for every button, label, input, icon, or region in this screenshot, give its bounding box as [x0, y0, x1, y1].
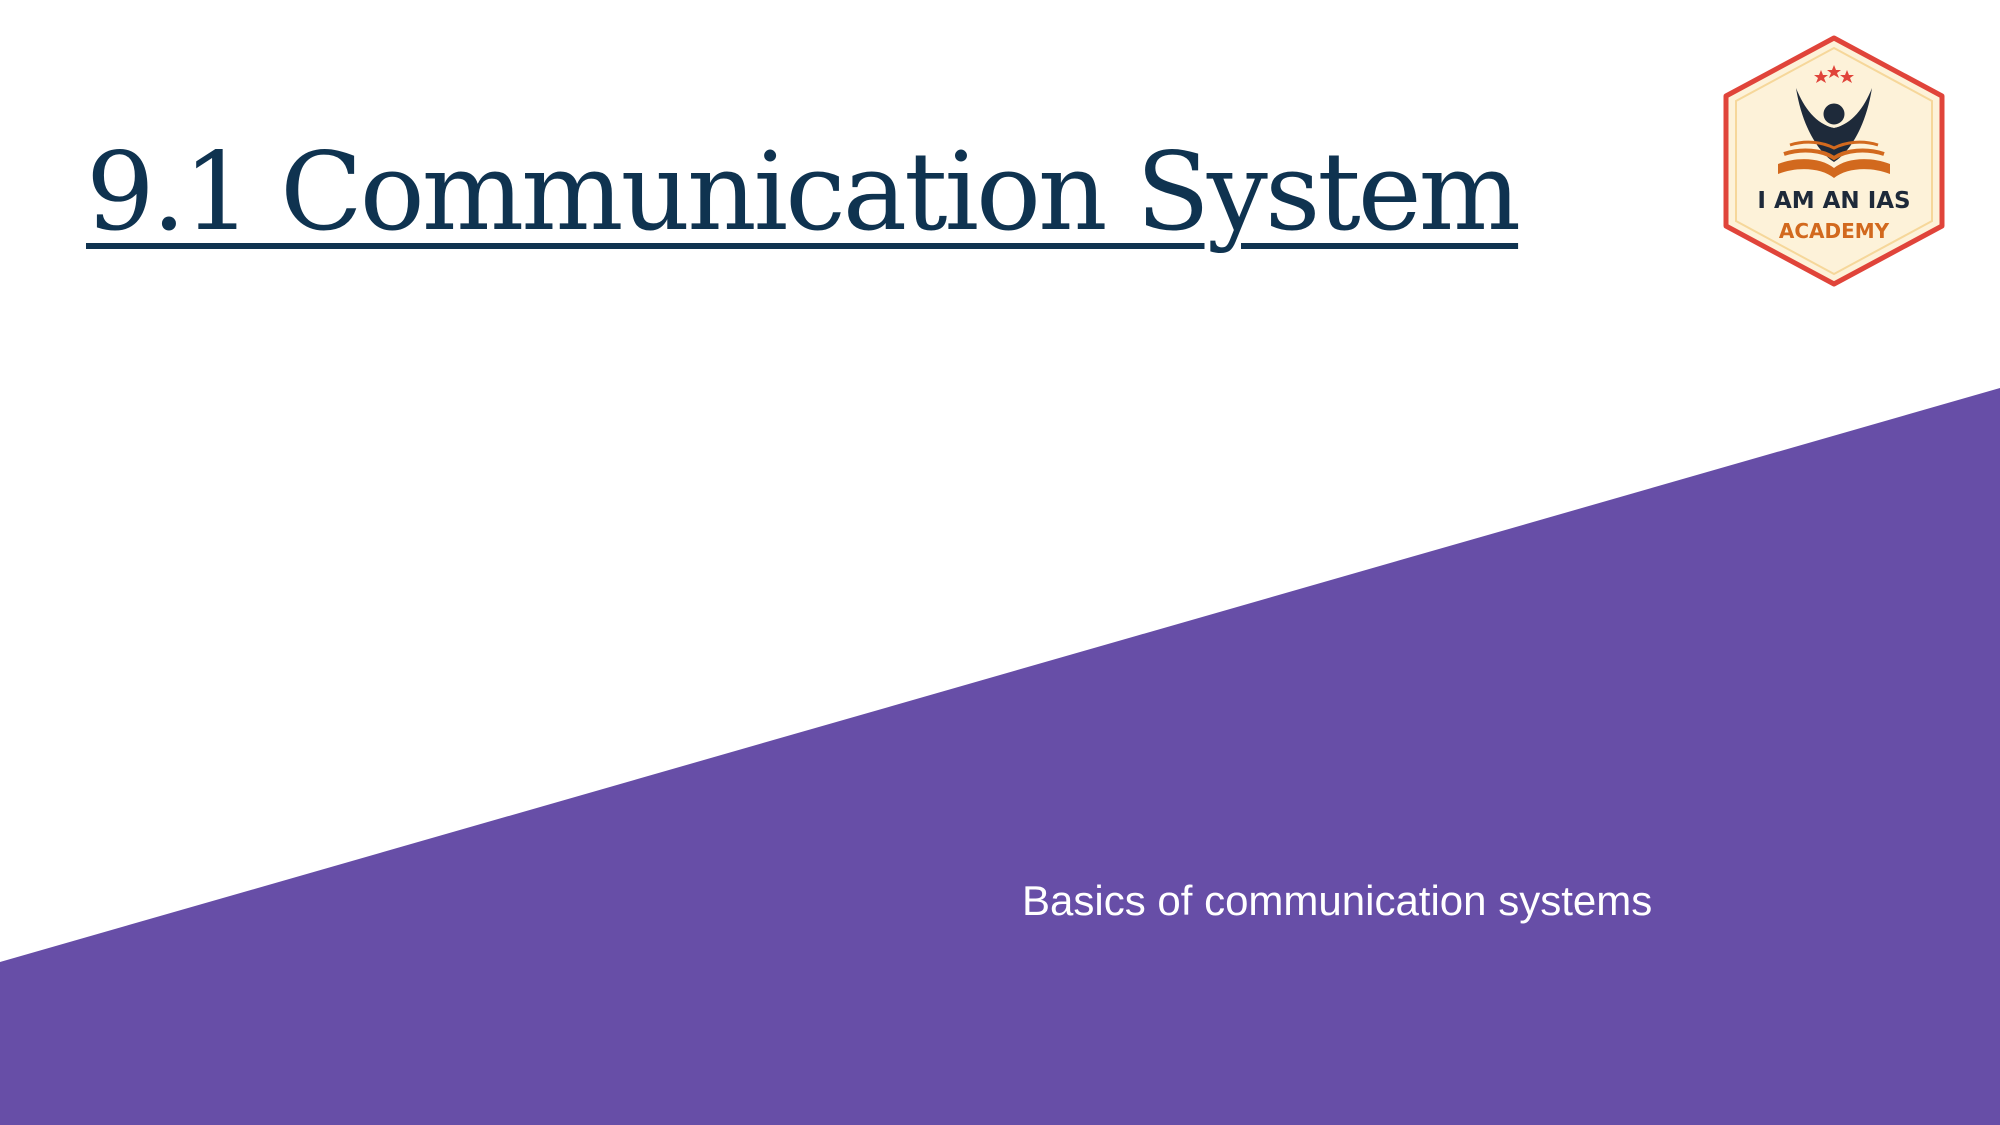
academy-logo-icon: I AM AN IAS ACADEMY — [1718, 34, 1950, 288]
logo-line2: ACADEMY — [1779, 219, 1890, 243]
slide-subtitle: Basics of communication systems — [1022, 877, 1653, 924]
logo-line1: I AM AN IAS — [1757, 188, 1910, 214]
slide-title: 9.1 Communication System — [86, 130, 1521, 255]
